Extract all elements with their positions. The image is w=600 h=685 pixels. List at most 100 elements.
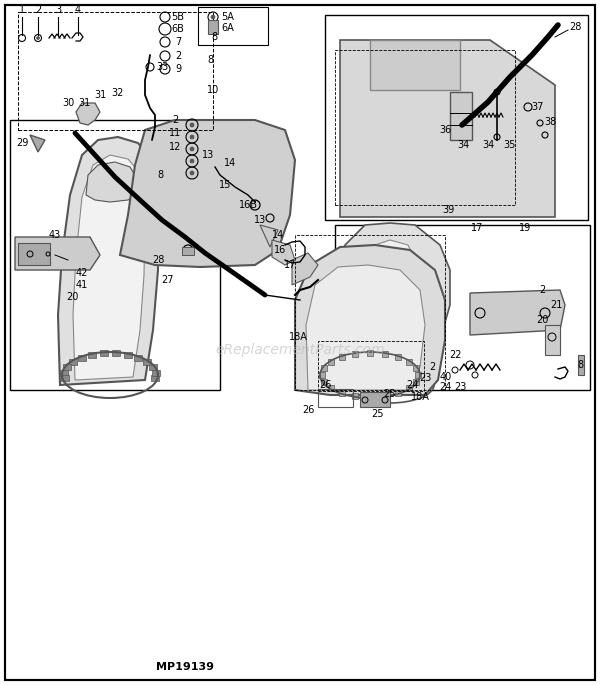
Bar [363,367,371,373]
Bar [143,359,151,365]
Bar [335,50,515,205]
Polygon shape [272,240,295,265]
Bar [328,385,334,391]
Polygon shape [73,155,145,380]
Text: 36: 36 [439,125,451,135]
Bar [382,351,388,357]
Text: 2: 2 [172,115,178,125]
Circle shape [190,135,194,139]
Text: 18A: 18A [289,332,307,342]
Text: 21: 21 [550,300,562,310]
Text: 13: 13 [202,150,214,160]
Polygon shape [58,137,158,385]
Text: 39: 39 [442,205,454,215]
Polygon shape [306,265,425,390]
Text: 5A: 5A [221,12,235,22]
Bar [339,354,345,360]
Text: 2: 2 [539,285,545,295]
Bar [367,394,373,400]
Text: 11: 11 [169,128,181,138]
Bar [18,243,50,265]
Bar [381,364,389,370]
Bar [370,377,400,387]
Bar [352,393,358,399]
Bar [198,7,268,45]
Text: 3: 3 [55,5,61,15]
Bar [360,392,390,407]
Text: 1: 1 [19,5,25,15]
Text: 43: 43 [49,230,61,240]
Text: 6B: 6B [172,24,184,34]
Bar [578,355,584,375]
Text: 33: 33 [156,62,168,72]
Text: 10: 10 [207,85,219,95]
Text: 7: 7 [175,37,181,47]
Text: 28: 28 [152,255,164,265]
Bar [356,369,364,375]
Bar [88,351,96,358]
Text: 35: 35 [504,140,516,150]
Text: eReplacementParts.com: eReplacementParts.com [215,343,385,357]
Bar [426,377,434,382]
Text: 41: 41 [76,280,88,290]
Text: 17: 17 [471,223,483,233]
Text: 25: 25 [384,389,396,399]
Text: 8: 8 [207,55,213,65]
Text: 8: 8 [577,360,583,370]
Bar [63,364,71,370]
Text: 23: 23 [419,373,431,383]
Bar [295,235,445,390]
Polygon shape [86,162,138,202]
Polygon shape [120,120,295,267]
Bar [391,364,399,370]
Bar [406,359,412,365]
Bar [322,365,328,371]
Text: 26: 26 [319,380,331,390]
Bar [319,372,325,378]
Bar [395,354,401,360]
Text: 20: 20 [536,315,548,325]
Text: 9: 9 [175,64,181,74]
Text: 2: 2 [35,5,41,15]
Text: 34: 34 [482,140,494,150]
Bar [409,367,417,373]
Circle shape [190,159,194,163]
Bar [395,390,401,396]
Text: 4: 4 [75,5,81,15]
Bar [112,350,120,356]
Bar [318,389,353,407]
Text: 15: 15 [219,180,231,190]
Bar [60,370,68,375]
Text: 31: 31 [94,90,106,100]
Text: 40: 40 [440,372,452,382]
Text: 25: 25 [372,409,384,419]
Text: 34: 34 [457,140,469,150]
Polygon shape [260,225,278,247]
Bar [149,364,157,370]
Bar [422,373,430,379]
Text: 29: 29 [16,138,28,148]
Circle shape [190,147,194,151]
Bar [322,379,328,385]
Text: 19: 19 [519,223,531,233]
Text: 22: 22 [449,350,461,360]
Circle shape [190,123,194,127]
Bar [415,372,421,378]
Text: 24: 24 [439,382,451,392]
Bar [372,365,380,371]
Bar [335,225,590,390]
Bar [400,365,408,371]
Bar [325,15,588,220]
Text: 27: 27 [162,275,174,285]
Text: 8: 8 [211,32,217,42]
Bar [100,350,108,356]
Text: 32: 32 [112,88,124,98]
Bar [545,325,560,355]
Polygon shape [340,40,555,217]
Bar [124,351,132,358]
Polygon shape [358,240,422,387]
Text: 42: 42 [76,268,88,278]
Text: 5B: 5B [172,12,185,22]
Text: 23: 23 [454,382,466,392]
Polygon shape [30,135,45,152]
